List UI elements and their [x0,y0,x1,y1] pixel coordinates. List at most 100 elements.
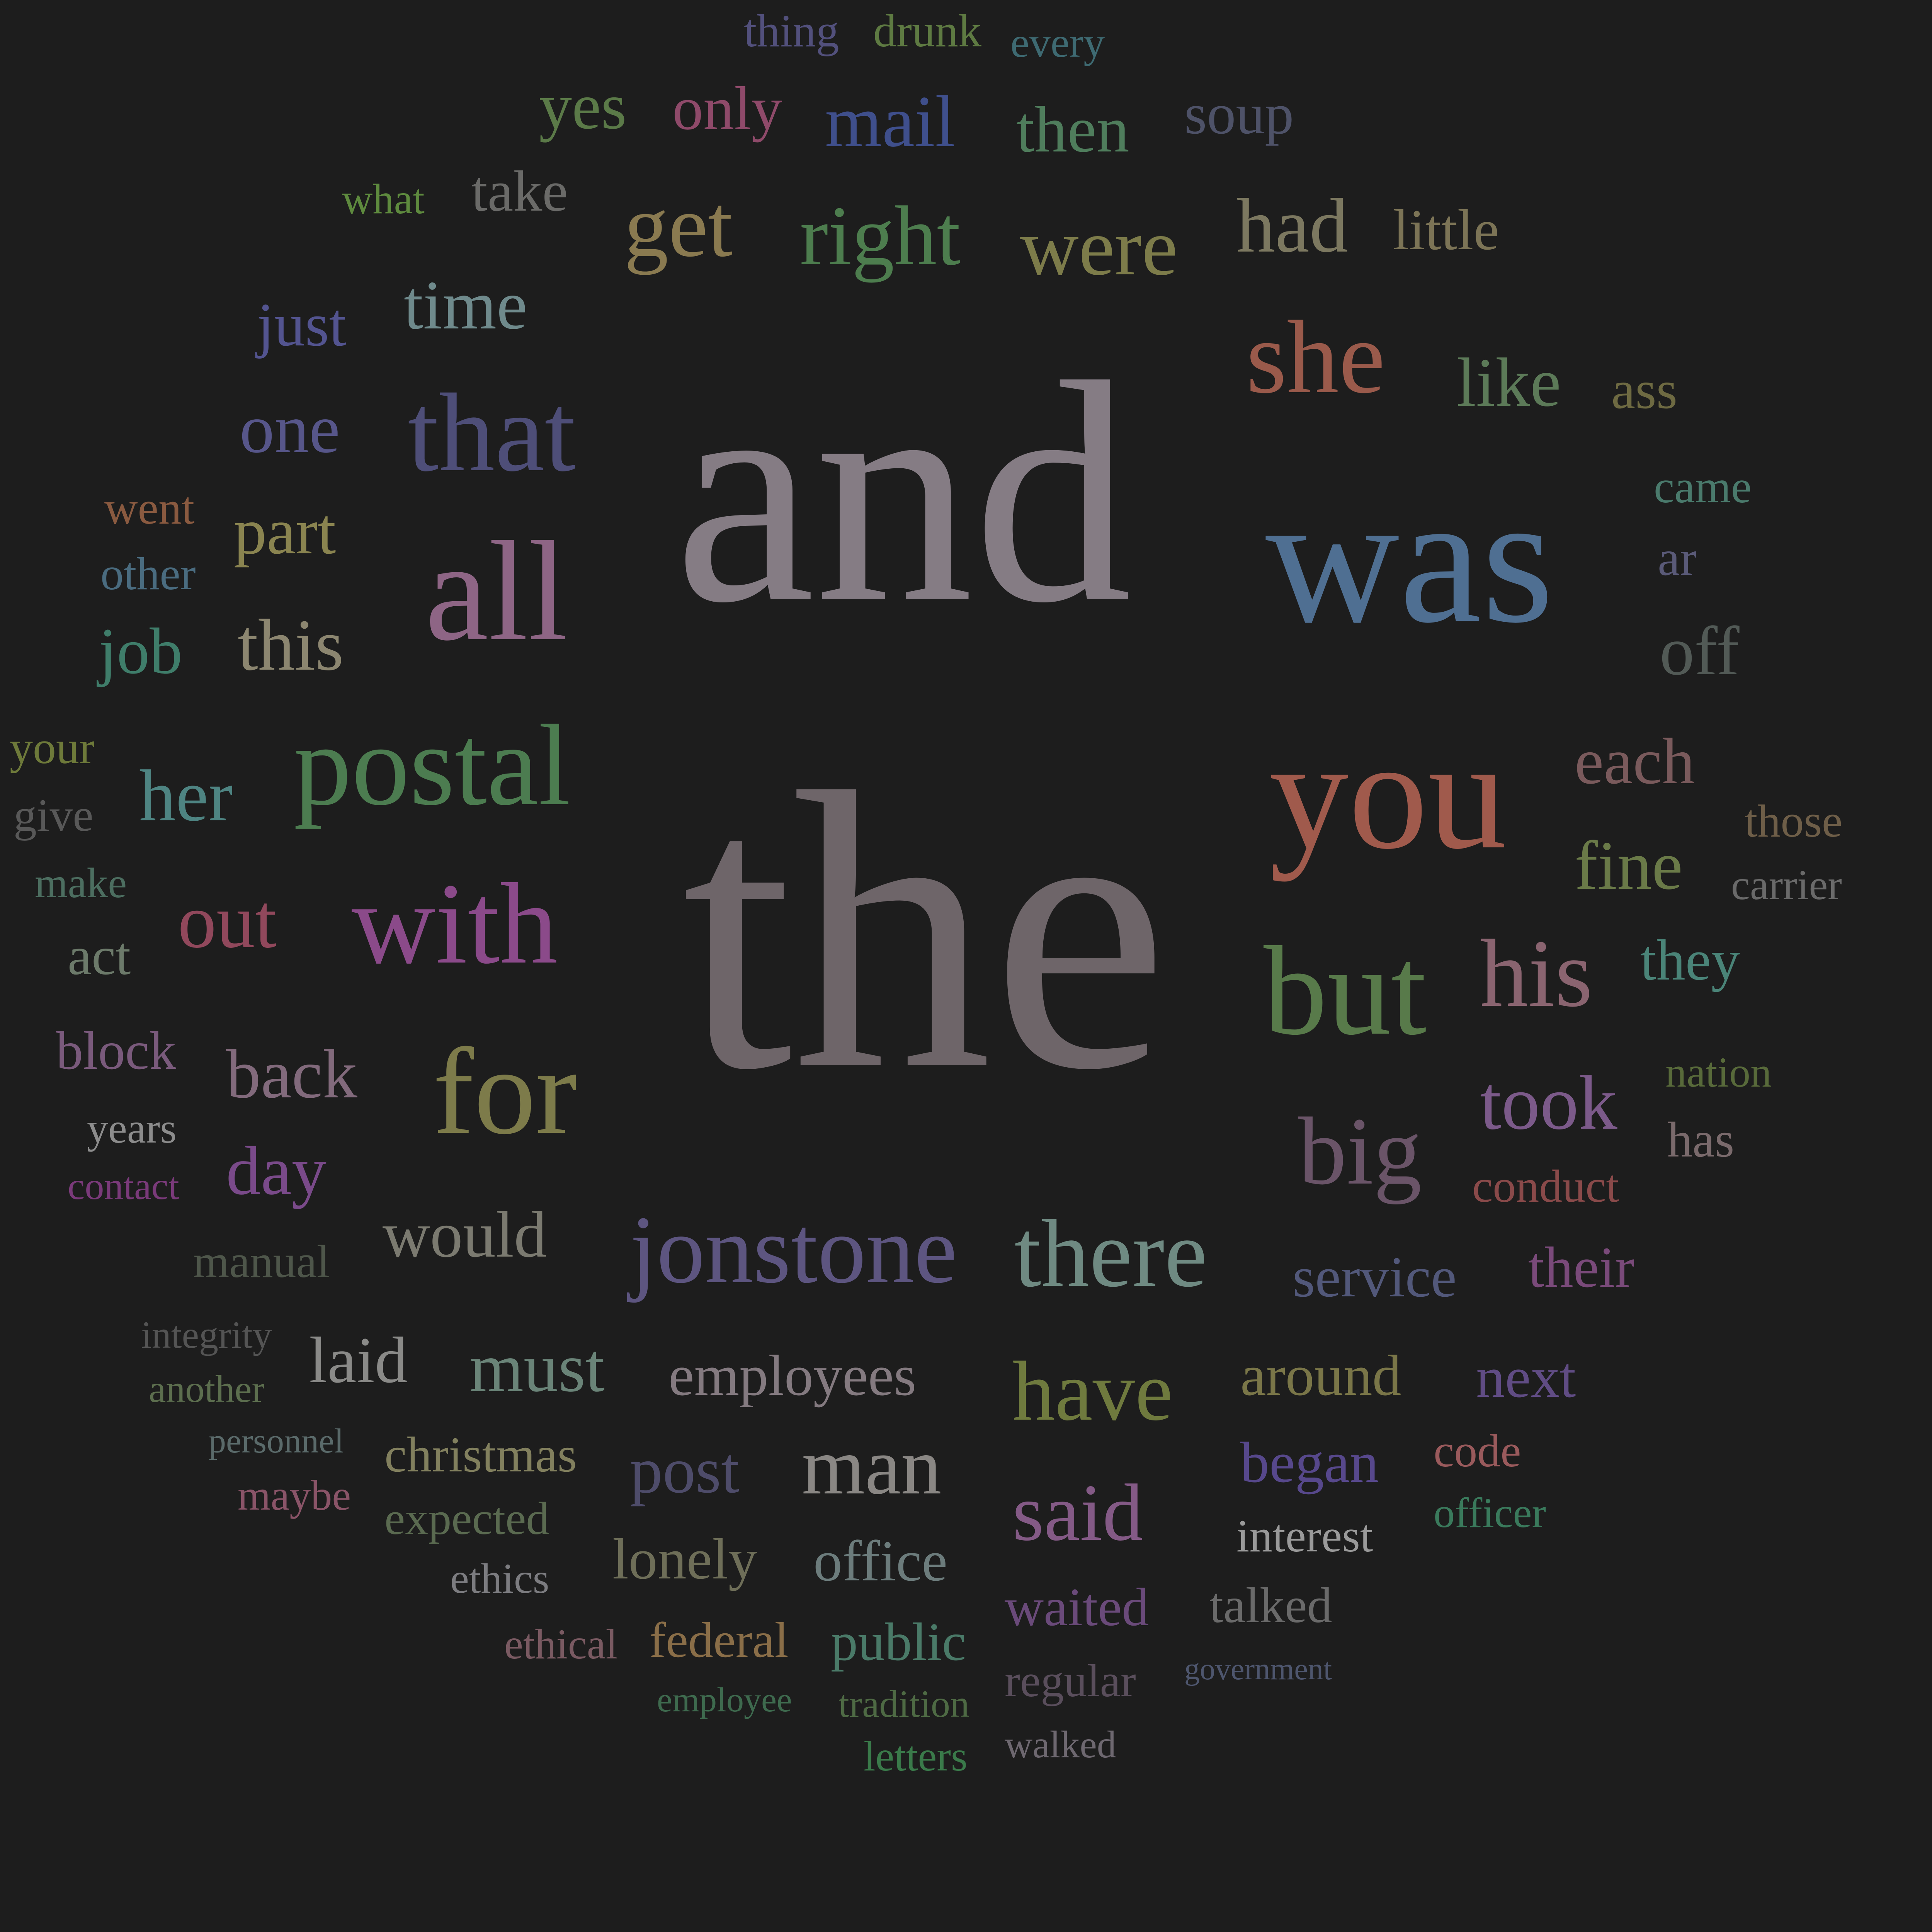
word-like: like [1457,344,1561,421]
word-have: have [1012,1344,1173,1438]
word-fine: fine [1575,827,1683,904]
word-out: out [178,879,277,964]
word-government: government [1184,1652,1332,1686]
word-were: were [1020,202,1178,292]
word-walked: walked [1005,1723,1116,1766]
word-christmas: christmas [384,1427,577,1483]
word-officer: officer [1434,1489,1546,1536]
word-yes: yes [539,70,627,143]
word-integrity: integrity [141,1313,272,1356]
word-with: with [352,859,558,988]
word-other: other [100,548,196,599]
word-went: went [104,482,195,534]
word-act: act [68,926,131,986]
word-make: make [35,859,127,906]
word-next: next [1476,1345,1576,1410]
word-soup: soup [1184,82,1294,146]
word-little: little [1393,198,1499,262]
word-employees: employees [668,1344,917,1408]
word-big: big [1298,1098,1422,1205]
word-day: day [226,1132,327,1209]
word-jonstone: jonstone [630,1196,957,1303]
word-thing: thing [744,5,839,56]
word-lonely: lonely [612,1527,757,1591]
word-only: only [672,74,782,143]
word-just: just [257,290,347,359]
word-they: they [1640,928,1740,992]
word-said: said [1012,1468,1143,1558]
word-nation: nation [1665,1049,1772,1096]
word-drunk: drunk [873,5,981,56]
word-office: office [813,1529,948,1593]
word-she: she [1246,299,1385,415]
word-maybe: maybe [238,1472,351,1519]
word-took: took [1480,1060,1617,1146]
word-public: public [831,1612,966,1672]
word-right: right [800,189,961,283]
word-their: their [1528,1235,1634,1299]
word-her: her [139,755,233,837]
word-ar: ar [1658,531,1697,586]
word-laid: laid [309,1324,408,1396]
word-your: your [10,722,95,773]
word-had: had [1236,183,1348,269]
word-code: code [1434,1425,1521,1476]
word-that: that [408,371,576,495]
word-employee: employee [657,1681,792,1719]
word-letters: letters [864,1733,968,1780]
word-years: years [87,1105,177,1152]
word-talked: talked [1209,1578,1332,1633]
word-regular: regular [1005,1655,1136,1706]
word-manual: manual [193,1236,330,1287]
word-part: part [234,495,336,568]
word-then: then [1016,93,1129,166]
word-post: post [630,1434,740,1507]
word-ass: ass [1611,360,1678,420]
word-for: for [433,1023,577,1160]
word-man: man [802,1422,942,1511]
word-interest: interest [1236,1510,1373,1561]
word-ethical: ethical [504,1621,618,1668]
word-each: each [1575,725,1695,798]
word-get: get [624,177,733,275]
word-federal: federal [649,1612,789,1668]
word-carrier: carrier [1731,861,1842,908]
word-tradition: tradition [838,1682,969,1725]
word-you: you [1269,706,1507,882]
word-personnel: personnel [209,1422,344,1460]
word-there: there [1014,1200,1208,1307]
word-but: but [1264,920,1427,1061]
word-mail: mail [825,81,956,162]
word-the: the [682,711,1168,1151]
word-another: another [149,1367,265,1410]
word-conduct: conduct [1472,1160,1619,1212]
word-expected: expected [384,1493,549,1544]
word-every: every [1010,19,1105,66]
word-waited: waited [1005,1577,1149,1637]
word-ethics: ethics [450,1555,549,1602]
word-postal: postal [294,701,571,829]
word-has: has [1667,1112,1735,1168]
word-off: off [1660,612,1740,689]
word-what: what [342,175,425,223]
word-must: must [469,1329,605,1406]
word-around: around [1240,1344,1401,1408]
word-would: would [383,1198,547,1271]
word-take: take [471,159,568,223]
word-and: and [674,317,1132,668]
word-one: one [240,390,340,467]
word-all: all [425,512,568,670]
word-began: began [1240,1430,1379,1495]
word-give: give [14,789,94,841]
word-time: time [404,267,527,344]
word-contact: contact [68,1165,179,1208]
word-job: job [99,615,183,687]
word-service: service [1293,1245,1457,1309]
word-his: his [1480,920,1593,1027]
word-came: came [1654,461,1752,512]
word-this: this [238,605,344,686]
word-those: those [1745,795,1843,847]
word-block: block [56,1021,177,1081]
word-back: back [226,1036,357,1112]
